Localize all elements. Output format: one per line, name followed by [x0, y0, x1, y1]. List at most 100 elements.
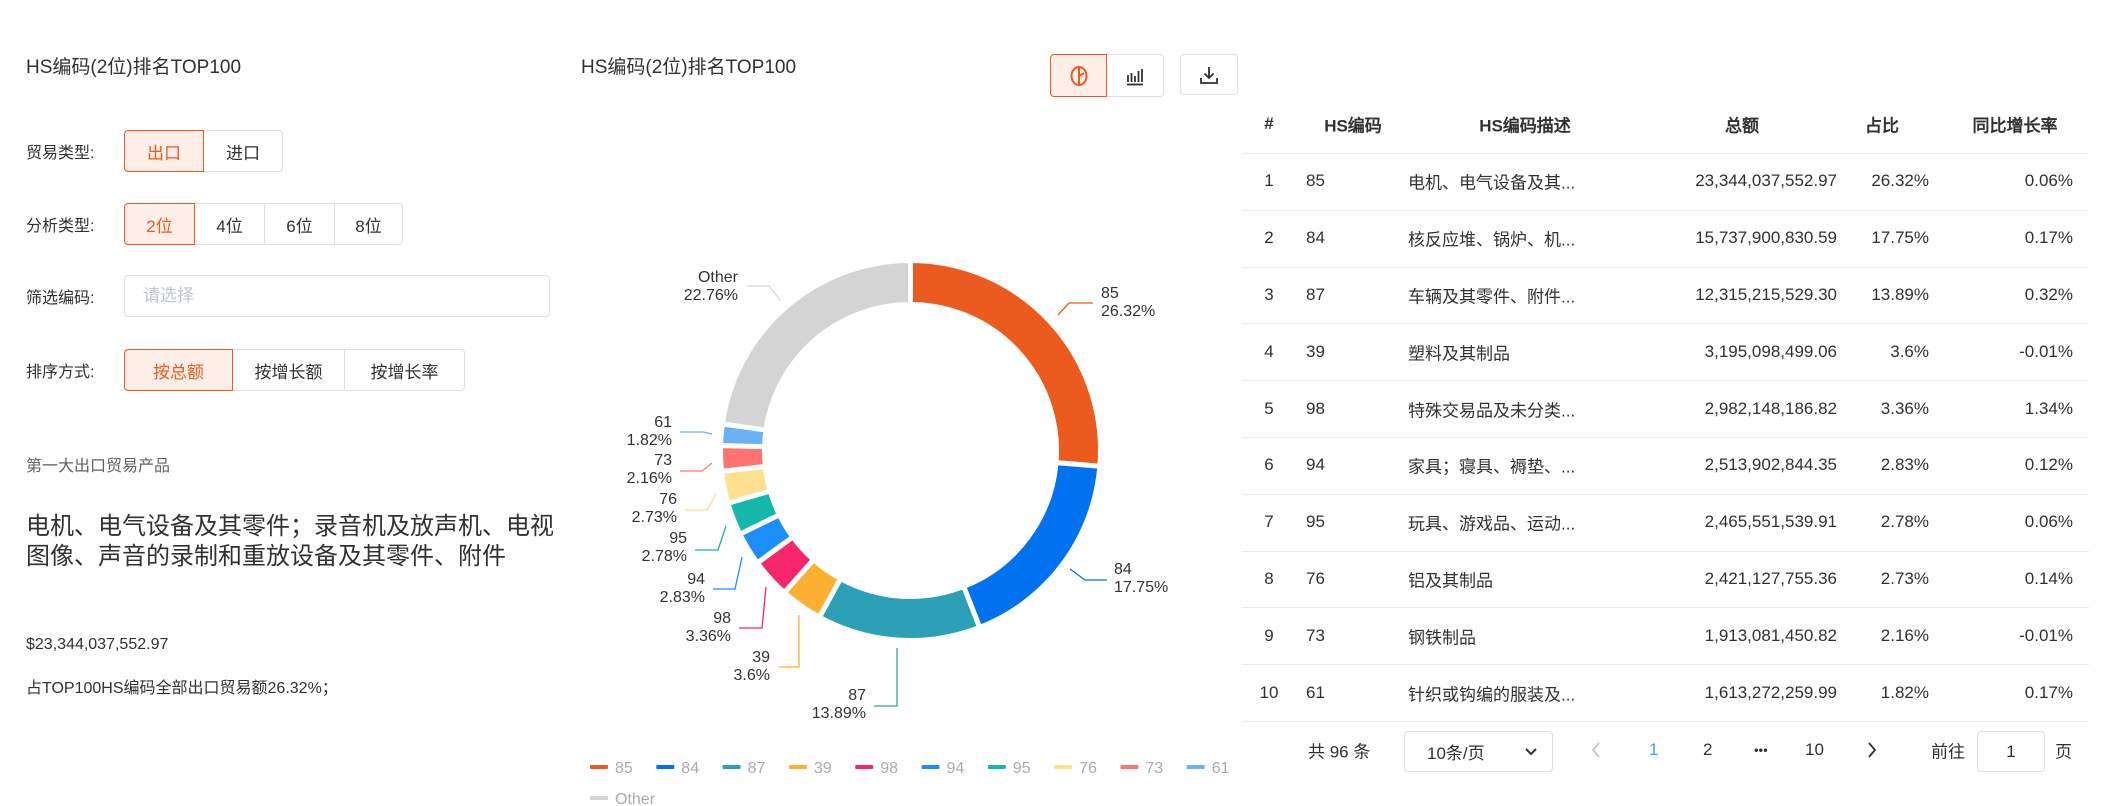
slice-label-percent: 13.89%: [812, 705, 866, 722]
table-header-0: #: [1264, 114, 1274, 133]
page-10-button[interactable]: 10: [1805, 740, 1824, 759]
leader-line-87: [874, 648, 898, 707]
row-total: 2,982,148,186.82: [1704, 398, 1837, 418]
slice-label-percent: 2.16%: [627, 470, 672, 487]
page-size-select[interactable]: 10条/页: [1404, 731, 1553, 772]
slice-label-percent: 17.75%: [1114, 579, 1168, 596]
row-yoy-growth: 0.32%: [2024, 285, 2073, 304]
analysis-4-digit-button[interactable]: 4位: [194, 203, 265, 245]
legend-item-98[interactable]: 98: [855, 760, 898, 777]
legend-label: 76: [1079, 760, 1097, 777]
legend-label: 94: [947, 760, 965, 777]
legend-item-87[interactable]: 87: [722, 760, 766, 777]
row-share: 1.82%: [1880, 682, 1929, 702]
page-2-button[interactable]: 2: [1703, 740, 1713, 759]
chevron-down-icon: [1525, 747, 1537, 755]
leader-line-39: [779, 615, 800, 668]
download-button[interactable]: [1180, 54, 1238, 95]
row-description: 钢铁制品: [1408, 628, 1476, 648]
sort-by-growth-rate-button[interactable]: 按增长率: [344, 349, 465, 391]
row-divider: [1242, 607, 2089, 609]
leader-line-Other: [747, 285, 781, 301]
table-header-2: HS编码描述: [1479, 116, 1571, 136]
download-icon: [1200, 66, 1218, 84]
filter-code-label: 筛选编码:: [26, 290, 95, 307]
row-total: 2,465,551,539.91: [1704, 512, 1837, 532]
goto-page-input[interactable]: [1977, 731, 2045, 772]
sort-by-total-button[interactable]: 按总额: [124, 349, 233, 391]
donut-chart: 8526.32%8417.75%8713.89%393.6%983.36%942…: [590, 257, 1230, 806]
slice-label-percent: 26.32%: [1101, 303, 1155, 320]
row-description: 核反应堆、锅炉、机...: [1408, 230, 1576, 250]
leader-line-76: [685, 493, 717, 511]
legend-item-61[interactable]: 61: [1186, 760, 1230, 777]
donut-slice-85[interactable]: [908, 257, 1103, 469]
prev-page-icon[interactable]: [1590, 741, 1602, 759]
row-hs-code: 76: [1306, 569, 1325, 588]
pie-view-button[interactable]: [1050, 54, 1107, 97]
row-total: 12,315,215,529.30: [1695, 285, 1837, 304]
next-page-icon[interactable]: [1866, 741, 1878, 759]
table-header-1: HS编码: [1324, 116, 1382, 136]
analysis-8-digit-button[interactable]: 8位: [334, 203, 403, 245]
goto-suffix: 页: [2055, 742, 2072, 762]
analysis-6-digit-button[interactable]: 6位: [264, 203, 335, 245]
table-header-4: 占比: [1865, 116, 1899, 136]
slice-label-percent: 1.82%: [627, 432, 672, 449]
row-divider: [1242, 550, 2089, 552]
leader-line-98: [739, 586, 767, 629]
row-divider: [1242, 266, 2089, 268]
donut-slice-87[interactable]: [815, 575, 983, 643]
row-divider: [1242, 493, 2089, 495]
leader-line-84: [1069, 568, 1107, 581]
legend-item-76[interactable]: 76: [1054, 760, 1097, 777]
row-share: 2.83%: [1880, 455, 1929, 475]
table-header-3: 总额: [1725, 116, 1759, 136]
row-divider: [1242, 664, 2089, 666]
slice-label-name: 85: [1101, 285, 1119, 302]
legend-item-95[interactable]: 95: [987, 760, 1031, 777]
leader-line-95: [695, 525, 727, 551]
trade-type-export-button[interactable]: 出口: [124, 130, 204, 172]
analysis-2-digit-button[interactable]: 2位: [124, 203, 195, 245]
row-total: 1,613,272,259.99: [1704, 682, 1837, 702]
donut-slice-84[interactable]: [960, 459, 1103, 631]
slice-label-percent: 2.78%: [642, 548, 687, 565]
page-size-value: 10条/页: [1427, 744, 1485, 763]
row-yoy-growth: 0.12%: [2024, 455, 2073, 475]
legend-item-39[interactable]: 39: [788, 760, 832, 777]
legend-label: 87: [748, 760, 766, 777]
bar-view-button[interactable]: [1106, 54, 1164, 97]
legend-item-73[interactable]: 73: [1120, 760, 1163, 777]
legend-label: 98: [880, 760, 898, 777]
row-rank: 5: [1264, 398, 1274, 418]
row-yoy-growth: 0.14%: [2024, 569, 2073, 588]
legend-item-85[interactable]: 85: [590, 760, 633, 777]
row-yoy-growth: 0.06%: [2024, 171, 2073, 191]
legend-item-84[interactable]: 84: [656, 760, 699, 777]
table-header-5: 同比增长率: [1972, 116, 2058, 136]
legend-item-94[interactable]: 94: [921, 760, 965, 777]
legend-swatch: [656, 765, 675, 769]
slice-label-name: Other: [698, 269, 739, 286]
page-1-button[interactable]: 1: [1649, 740, 1659, 759]
filter-code-select[interactable]: [124, 275, 550, 317]
row-total: 15,737,900,830.59: [1695, 228, 1837, 248]
trade-type-import-button[interactable]: 进口: [203, 130, 283, 172]
row-rank: 6: [1264, 455, 1274, 475]
donut-slice-Other[interactable]: [719, 257, 913, 433]
legend-label: 73: [1145, 760, 1163, 777]
legend-swatch: [1054, 765, 1073, 769]
top-product-name: 电机、电气设备及其零件；录音机及放声机、电视图像、声音的录制和重放设备及其零件、…: [26, 513, 554, 570]
slice-label-percent: 3.36%: [686, 628, 731, 645]
slice-label-name: 76: [659, 491, 677, 508]
legend-item-Other[interactable]: Other: [590, 791, 656, 806]
donut-slice-73[interactable]: [718, 442, 769, 474]
row-hs-code: 87: [1306, 285, 1325, 304]
sort-by-growth-amount-button[interactable]: 按增长额: [232, 349, 345, 391]
row-yoy-growth: 1.34%: [2024, 398, 2073, 418]
row-share: 17.75%: [1871, 228, 1929, 248]
pie-chart-icon: [1070, 65, 1087, 86]
page-ellipsis-button[interactable]: •••: [1754, 742, 1768, 758]
slice-label-name: 84: [1114, 561, 1132, 578]
